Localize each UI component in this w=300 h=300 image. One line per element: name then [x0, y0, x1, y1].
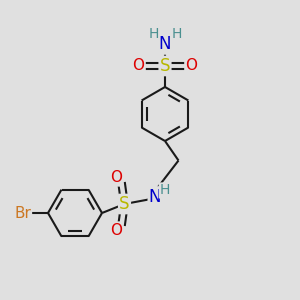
Text: N: N — [149, 188, 161, 206]
Text: O: O — [185, 58, 197, 74]
Text: S: S — [160, 57, 170, 75]
Text: O: O — [133, 58, 145, 74]
Text: O: O — [110, 223, 122, 238]
Text: H: H — [171, 27, 182, 40]
Text: S: S — [119, 195, 130, 213]
Text: Br: Br — [14, 206, 31, 220]
Text: O: O — [110, 170, 122, 185]
Text: N: N — [159, 35, 171, 53]
Text: H: H — [160, 184, 170, 197]
Text: H: H — [148, 27, 159, 40]
